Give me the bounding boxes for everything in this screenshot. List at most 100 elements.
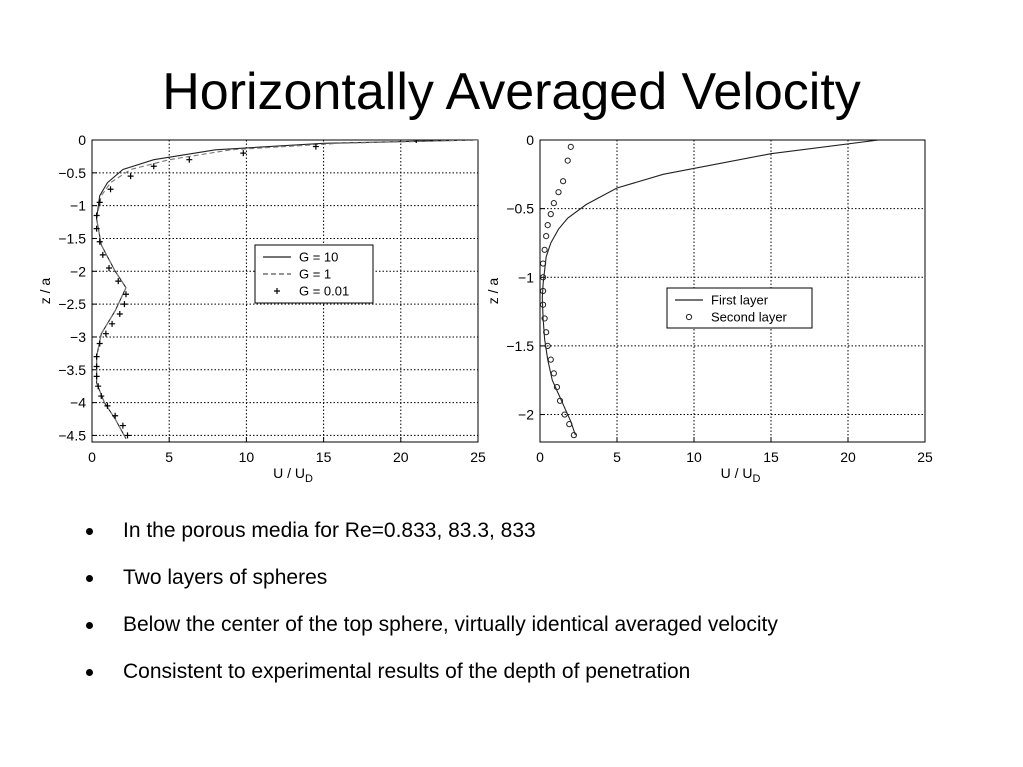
x-tick-label: 5	[165, 449, 173, 465]
data-point-circle	[550, 200, 557, 207]
data-point-plus	[93, 353, 100, 360]
data-point-plus	[98, 393, 105, 400]
data-point-circle	[543, 329, 550, 336]
bullet-text: Consistent to experimental results of th…	[123, 660, 691, 683]
y-axis-label: z / a	[37, 278, 53, 305]
y-tick-label: 0	[526, 132, 534, 148]
chart-left-svg: 0 5 10 15 20 25 0 −0.5 −1 −1.5 −2 −2.5 −3 −3.5 −4 −4.5 U…	[37, 132, 486, 485]
y-tick-label: −1	[70, 198, 86, 214]
data-point-plus	[115, 278, 122, 285]
data-point-plus	[240, 150, 247, 157]
bullet-item: In the porous media for Re=0.833, 83.3, …	[86, 518, 778, 544]
x-tick-label: 25	[917, 449, 933, 465]
y-tick-label: −0.5	[58, 165, 86, 181]
data-point-plus	[105, 265, 112, 272]
x-tick-label: 25	[470, 449, 486, 465]
data-point-plus	[150, 163, 157, 170]
data-point-plus	[119, 422, 126, 429]
legend-swatch-plus	[274, 288, 280, 294]
y-tick-label: −2.5	[58, 296, 86, 312]
data-point-plus	[93, 373, 100, 380]
bullet-list: In the porous media for Re=0.833, 83.3, …	[86, 518, 778, 706]
y-tick-label: −3	[70, 329, 86, 345]
data-point-plus	[112, 412, 119, 419]
y-tick-label: −1.5	[58, 230, 86, 246]
x-axis-label-subscript: D	[752, 473, 760, 485]
data-point-circle	[547, 211, 554, 218]
series-line	[541, 140, 879, 436]
legend-swatch-circle	[685, 313, 693, 321]
y-tick-label: −4.5	[58, 427, 86, 443]
x-tick-label: 20	[393, 449, 409, 465]
legend-label: Second layer	[711, 310, 788, 325]
bullet-dot-icon	[86, 622, 93, 629]
data-point-circle	[543, 232, 550, 240]
bullet-dot-icon	[86, 575, 93, 582]
data-point-plus	[127, 173, 134, 180]
x-tick-label: 0	[88, 449, 96, 465]
legend-label: G = 1	[299, 267, 331, 282]
data-point-plus	[107, 186, 114, 193]
data-point-circle	[547, 356, 554, 363]
data-point-circle	[540, 301, 547, 308]
y-axis-label: z / a	[485, 278, 501, 305]
data-point-plus	[102, 330, 109, 337]
y-tick-label: −2	[518, 407, 534, 423]
legend-label: G = 0.01	[299, 284, 349, 299]
y-tick-label: −4	[70, 395, 86, 411]
y-tick-label: −1.5	[506, 338, 534, 354]
data-point-circle	[567, 143, 574, 150]
chart-right-svg: 0 5 10 15 20 25 0 −0.5 −1 −1.5 −2 U / UD z / a First …	[485, 132, 933, 485]
y-tick-label: −3.5	[58, 362, 86, 378]
data-point-circle	[540, 287, 547, 295]
bullet-text: Below the center of the top sphere, virt…	[123, 613, 778, 636]
bullet-text: In the porous media for Re=0.833, 83.3, …	[123, 519, 536, 542]
data-point-plus	[96, 238, 103, 245]
plot-area	[93, 140, 478, 439]
x-tick-label: 20	[840, 449, 856, 465]
data-point-circle	[566, 421, 573, 428]
data-point-plus	[413, 140, 420, 143]
data-point-plus	[96, 340, 103, 347]
data-point-plus	[109, 320, 116, 327]
data-point-plus	[93, 212, 100, 219]
bullet-item: Two layers of spheres	[86, 565, 778, 591]
data-point-circle	[570, 432, 577, 439]
bullet-item: Below the center of the top sphere, virt…	[86, 612, 778, 638]
data-point-plus	[99, 251, 106, 258]
data-point-plus	[93, 363, 100, 370]
bullet-text: Two layers of spheres	[123, 566, 328, 589]
data-point-plus	[104, 402, 111, 409]
y-tick-label: −2	[70, 263, 86, 279]
x-tick-label: 15	[316, 449, 332, 465]
data-point-circle	[560, 178, 567, 185]
bullet-item: Consistent to experimental results of th…	[86, 659, 778, 685]
data-point-circle	[564, 157, 571, 164]
slide-title: Horizontally Averaged Velocity	[162, 63, 861, 121]
data-point-circle	[541, 246, 548, 253]
data-point-plus	[96, 199, 103, 206]
data-point-plus	[124, 432, 131, 439]
legend-label: First layer	[711, 293, 769, 308]
data-point-circle	[541, 315, 548, 322]
data-point-circle	[540, 260, 547, 267]
legend-label: G = 10	[299, 250, 338, 265]
data-point-plus	[93, 225, 100, 232]
plot-frame	[91, 139, 479, 443]
y-tick-label: −0.5	[506, 201, 534, 217]
data-point-circle	[555, 189, 562, 196]
data-point-plus	[95, 383, 102, 390]
bullet-dot-icon	[86, 528, 93, 535]
data-point-plus	[186, 156, 193, 163]
bullet-dot-icon	[86, 669, 93, 676]
data-point-circle	[553, 383, 561, 391]
x-tick-label: 10	[239, 449, 255, 465]
x-tick-label: 5	[613, 449, 621, 465]
x-axis-label-subscript: D	[305, 473, 313, 485]
y-tick-label: 0	[78, 132, 86, 148]
data-point-circle	[561, 411, 568, 418]
x-axis-label: U / UD	[273, 465, 313, 485]
chart-right: 0 5 10 15 20 25 0 −0.5 −1 −1.5 −2 U / UD z / a First …	[485, 128, 955, 488]
data-point-circle	[540, 274, 547, 281]
x-tick-label: 15	[763, 449, 779, 465]
